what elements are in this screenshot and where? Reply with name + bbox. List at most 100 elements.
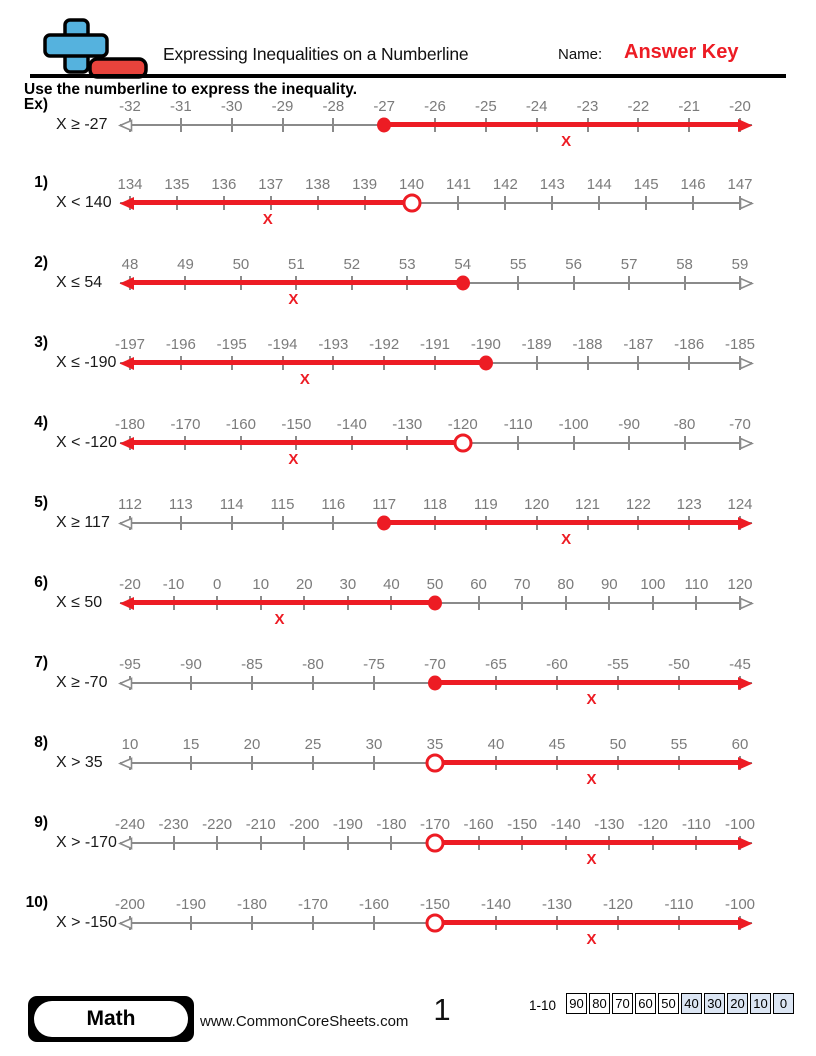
tick-label: -32	[119, 98, 141, 115]
tick-mark	[190, 916, 192, 930]
inequality-label: X < -120	[56, 434, 117, 451]
problem-row: 6) X ≤ 50 -20 -10 0 10 20 30 40 50 60 70 80 90 100 110 1…	[0, 568, 816, 648]
tick-label: -20	[119, 576, 141, 593]
left-open-arrow-icon	[117, 757, 133, 775]
tick-label: -55	[607, 656, 629, 673]
page-title: Expressing Inequalities on a Numberline	[163, 44, 469, 64]
tick-label: -188	[572, 336, 603, 353]
tick-label: 20	[295, 576, 313, 593]
red-segment	[384, 520, 738, 525]
tick-label: 122	[625, 496, 651, 513]
tick-label: 116	[321, 496, 346, 513]
open-circle	[425, 753, 445, 773]
tick-mark	[688, 356, 691, 370]
tick-mark	[637, 356, 640, 370]
tick-label: -170	[419, 816, 451, 833]
tick-label: -120	[637, 816, 668, 833]
tick-mark	[251, 756, 253, 770]
inequality-label: X > -170	[56, 834, 117, 851]
tick-label: 134	[117, 176, 143, 193]
tick-mark	[683, 276, 686, 290]
tick-label: 49	[177, 256, 194, 273]
red-arrow-icon	[737, 118, 754, 138]
x-marker: X	[299, 371, 310, 388]
tick-label: -75	[363, 656, 385, 673]
tick-label: -140	[550, 816, 581, 833]
problem-number: 4)	[34, 414, 48, 431]
tick-label: 138	[305, 176, 331, 193]
x-marker: X	[288, 291, 299, 308]
right-open-arrow-icon	[739, 357, 755, 375]
red-segment	[435, 840, 738, 845]
tick-label: -187	[623, 336, 654, 353]
tick-label: -85	[241, 656, 263, 673]
x-marker: X	[288, 451, 299, 468]
red-segment	[435, 680, 738, 685]
closed-circle	[428, 675, 442, 691]
tick-mark	[259, 836, 262, 850]
x-marker: X	[274, 611, 285, 628]
tick-label: -230	[158, 816, 189, 833]
inequality-label: X ≤ 54	[56, 274, 103, 291]
tick-label: 59	[731, 256, 749, 273]
tick-mark	[551, 196, 554, 210]
tick-label: -170	[297, 896, 329, 913]
tick-mark	[504, 196, 507, 210]
inequality-label: X < 140	[56, 194, 112, 211]
tick-mark	[281, 516, 284, 530]
tick-label: 30	[365, 736, 383, 753]
inequality-label: X > -150	[56, 914, 117, 931]
tick-label: -190	[175, 896, 207, 913]
tick-mark	[373, 916, 375, 930]
tick-label: -185	[724, 336, 756, 353]
tick-label: 117	[372, 496, 397, 513]
tick-label: -110	[681, 816, 711, 833]
tick-label: -150	[419, 896, 451, 913]
tick-mark	[312, 756, 314, 770]
left-open-arrow-icon	[117, 917, 133, 935]
tick-label: -160	[225, 416, 256, 433]
tick-label: -22	[627, 98, 650, 115]
red-segment	[131, 280, 463, 285]
tick-label: 143	[539, 176, 565, 193]
tick-label: -28	[322, 98, 345, 115]
tick-label: 51	[288, 256, 305, 273]
tick-label: 53	[398, 256, 416, 273]
tick-label: -200	[114, 896, 146, 913]
right-open-arrow-icon	[739, 437, 755, 455]
name-label: Name:	[558, 46, 603, 63]
tick-label: 48	[121, 256, 139, 273]
open-circle	[453, 433, 473, 453]
closed-circle	[377, 515, 392, 531]
inequality-label: X ≤ 50	[56, 594, 103, 611]
problem-number: 2)	[34, 254, 48, 271]
problem-number: 9)	[34, 814, 48, 831]
red-arrow-icon	[737, 756, 754, 776]
tick-label: 147	[727, 176, 753, 193]
tick-label: -30	[220, 98, 243, 115]
tick-label: 146	[680, 176, 706, 193]
tick-label: 118	[423, 496, 447, 513]
tick-label: 40	[487, 736, 505, 753]
tick-label: 144	[586, 176, 612, 193]
problem-row: 4) X < -120 -180 -170 -160 -150 -140 -130 -120 -1…	[0, 408, 816, 488]
tick-label: -186	[674, 336, 705, 353]
tick-mark	[692, 196, 695, 210]
tick-mark	[586, 356, 589, 370]
tick-mark	[179, 118, 182, 132]
red-arrow-icon	[118, 196, 135, 216]
tick-label: -194	[267, 336, 298, 353]
inequality-label: X ≤ -190	[56, 354, 117, 371]
tick-label: 114	[219, 496, 244, 513]
tick-label: -80	[302, 656, 324, 673]
x-marker: X	[586, 931, 597, 948]
tick-label: 112	[118, 496, 142, 513]
left-open-arrow-icon	[117, 119, 133, 137]
tick-label: 50	[232, 256, 250, 273]
problem-row: 3) X ≤ -190 -197 -196 -195 -194 -193 -192 -191 -1…	[0, 328, 816, 408]
tick-mark	[230, 118, 233, 132]
tick-label: 54	[454, 256, 472, 273]
inequality-label: X ≥ -27	[56, 116, 108, 133]
tick-label: -110	[503, 416, 533, 433]
tick-mark	[312, 676, 314, 690]
